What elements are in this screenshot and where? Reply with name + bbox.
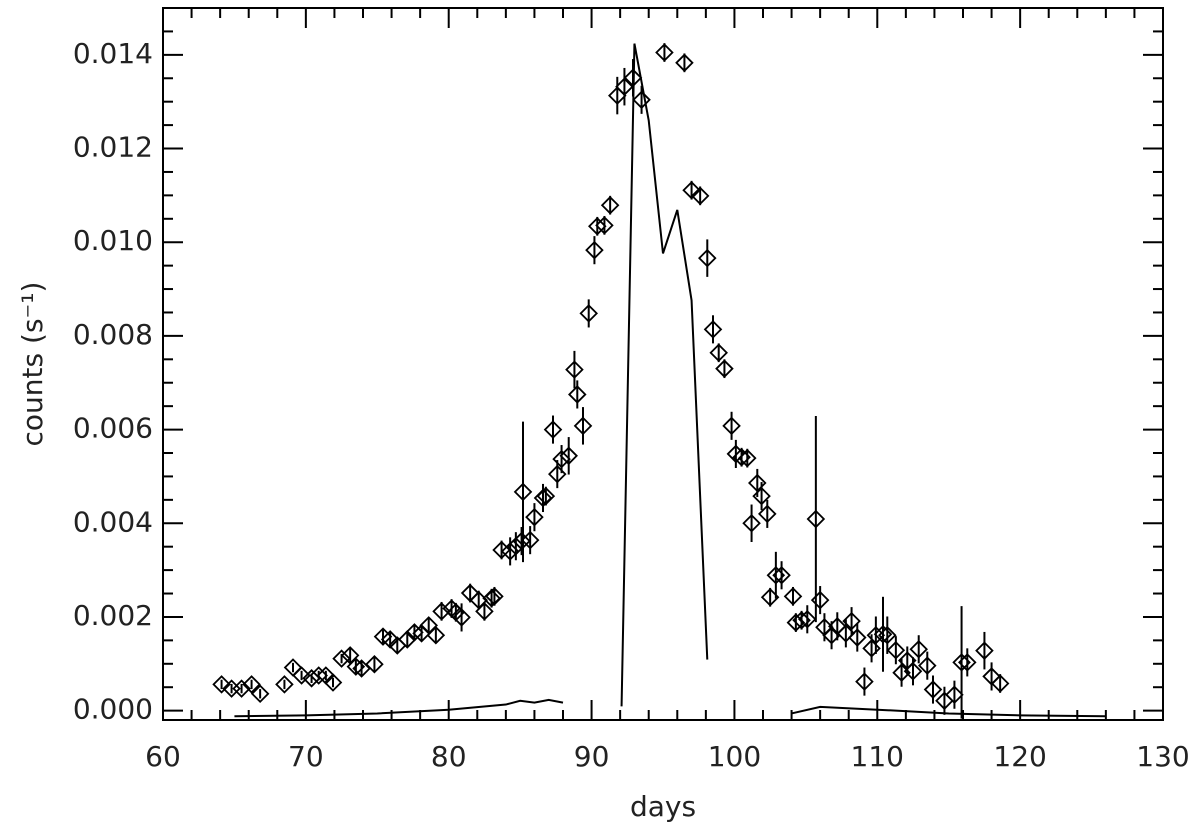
data-point bbox=[405, 623, 424, 642]
data-point bbox=[982, 667, 1001, 686]
data-point bbox=[573, 416, 593, 436]
y-tick-label: 0.014 bbox=[73, 37, 153, 70]
data-point bbox=[758, 504, 777, 524]
y-axis-label: counts (s⁻¹) bbox=[16, 282, 49, 447]
data-point bbox=[543, 420, 563, 439]
y-tick-label: 0.006 bbox=[73, 412, 153, 445]
data-point bbox=[323, 673, 343, 692]
data-point bbox=[565, 360, 584, 379]
data-point bbox=[426, 625, 446, 645]
data-point bbox=[715, 359, 734, 378]
data-point bbox=[886, 640, 906, 660]
data-point bbox=[748, 473, 767, 493]
data-point bbox=[242, 675, 261, 694]
data-point bbox=[958, 653, 977, 672]
plot-frame bbox=[162, 7, 1164, 721]
data-point bbox=[292, 666, 311, 685]
x-tick-label: 90 bbox=[574, 740, 610, 773]
data-point bbox=[655, 43, 674, 62]
y-tick-label: 0.000 bbox=[73, 693, 153, 726]
data-point bbox=[595, 216, 614, 235]
data-point bbox=[828, 617, 847, 636]
data-point bbox=[918, 656, 937, 675]
data-point bbox=[365, 654, 384, 674]
data-point bbox=[632, 90, 651, 110]
data-point bbox=[842, 611, 861, 631]
data-point bbox=[520, 530, 540, 550]
data-point bbox=[475, 602, 494, 621]
data-point bbox=[873, 625, 893, 644]
model-line bbox=[234, 43, 1106, 718]
data-point bbox=[975, 641, 994, 660]
y-tick-label: 0.002 bbox=[73, 599, 153, 632]
x-tick-label: 130 bbox=[1136, 740, 1189, 773]
data-point bbox=[909, 639, 928, 659]
data-point bbox=[855, 672, 874, 691]
data-point bbox=[848, 628, 867, 647]
data-point bbox=[600, 195, 620, 215]
data-point bbox=[585, 240, 604, 260]
data-point bbox=[432, 602, 451, 621]
data-point bbox=[682, 180, 701, 200]
data-point bbox=[690, 186, 710, 206]
data-point bbox=[512, 531, 531, 551]
data-point bbox=[485, 587, 504, 606]
data-point bbox=[525, 507, 544, 527]
data-point bbox=[460, 583, 480, 603]
data-point bbox=[862, 639, 881, 658]
x-tick-label: 80 bbox=[431, 740, 467, 773]
y-tick-label: 0.004 bbox=[73, 505, 153, 538]
data-point bbox=[250, 684, 270, 704]
data-point bbox=[903, 662, 923, 681]
x-tick-label: 60 bbox=[145, 740, 181, 773]
y-tick-label: 0.008 bbox=[73, 318, 153, 351]
data-point bbox=[536, 486, 556, 506]
data-point bbox=[552, 449, 571, 469]
data-point bbox=[275, 675, 294, 694]
data-point bbox=[398, 630, 417, 649]
data-point bbox=[698, 248, 717, 268]
data-point bbox=[810, 590, 830, 610]
x-tick-label: 100 bbox=[708, 740, 761, 773]
data-point bbox=[568, 385, 587, 404]
data-point bbox=[945, 685, 964, 704]
data-point bbox=[742, 513, 761, 533]
x-tick-label: 120 bbox=[993, 740, 1046, 773]
data-point bbox=[990, 674, 1010, 693]
data-point bbox=[579, 304, 598, 323]
data-point bbox=[772, 565, 791, 585]
data-point bbox=[923, 680, 943, 699]
data-point bbox=[752, 486, 771, 506]
data-point bbox=[559, 446, 578, 466]
data-point bbox=[212, 675, 231, 694]
data-point bbox=[513, 482, 533, 502]
data-point bbox=[452, 608, 471, 627]
data-point bbox=[675, 53, 694, 73]
y-tick-label: 0.010 bbox=[73, 224, 153, 257]
x-tick-label: 70 bbox=[288, 740, 324, 773]
data-point bbox=[738, 448, 757, 468]
data-point bbox=[783, 587, 803, 606]
data-point bbox=[588, 217, 607, 236]
y-tick-label: 0.012 bbox=[73, 131, 153, 164]
data-point bbox=[332, 649, 351, 668]
data-point bbox=[709, 343, 728, 363]
data-point bbox=[878, 625, 897, 645]
data-point bbox=[806, 509, 826, 529]
data-point bbox=[703, 320, 723, 339]
data-point bbox=[309, 666, 328, 685]
data-point bbox=[798, 610, 817, 629]
data-point bbox=[548, 464, 567, 484]
data-point bbox=[722, 416, 741, 436]
x-axis-label: days bbox=[630, 790, 696, 823]
x-tick-label: 110 bbox=[851, 740, 904, 773]
data-point bbox=[232, 679, 251, 698]
data-point bbox=[615, 77, 634, 96]
